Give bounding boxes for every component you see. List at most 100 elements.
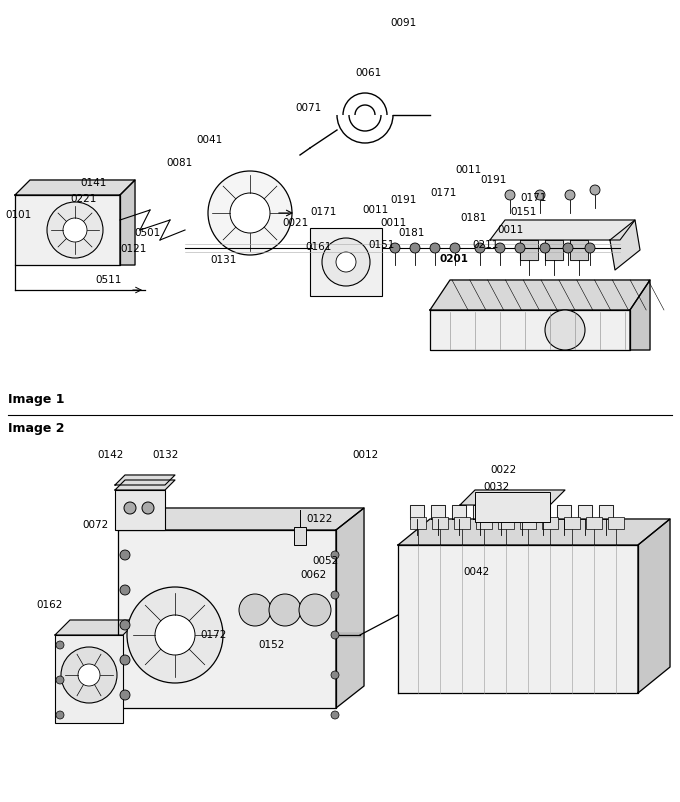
Circle shape [299, 594, 331, 626]
Circle shape [155, 615, 195, 655]
Text: 0011: 0011 [455, 165, 481, 175]
Bar [432, 517, 448, 529]
Polygon shape [557, 505, 571, 519]
Circle shape [410, 243, 420, 253]
Bar [475, 492, 550, 522]
Text: 0122: 0122 [306, 514, 333, 524]
Text: 0042: 0042 [463, 567, 489, 577]
Circle shape [331, 671, 339, 679]
Text: 0121: 0121 [120, 244, 146, 254]
Text: 0162: 0162 [36, 600, 63, 610]
Text: 0011: 0011 [362, 205, 388, 215]
Polygon shape [460, 490, 565, 505]
Text: 0011: 0011 [497, 225, 523, 235]
Circle shape [515, 243, 525, 253]
Text: 0161: 0161 [305, 242, 331, 252]
Text: Image 2: Image 2 [8, 422, 65, 435]
Text: 0091: 0091 [390, 18, 416, 28]
Circle shape [540, 243, 550, 253]
Circle shape [142, 502, 154, 514]
Text: 0201: 0201 [440, 254, 469, 264]
Polygon shape [578, 505, 592, 519]
Text: 0152: 0152 [258, 640, 284, 650]
Text: 0171: 0171 [310, 207, 337, 217]
Text: 0181: 0181 [398, 228, 424, 238]
Text: 0061: 0061 [355, 68, 381, 78]
Circle shape [120, 655, 130, 665]
Circle shape [505, 190, 515, 200]
Polygon shape [410, 505, 424, 519]
Polygon shape [430, 280, 650, 310]
Text: 0012: 0012 [352, 450, 378, 460]
Circle shape [322, 238, 370, 286]
Polygon shape [398, 519, 670, 545]
Text: 0101: 0101 [5, 210, 31, 220]
Circle shape [331, 711, 339, 719]
Bar [410, 517, 426, 529]
Circle shape [475, 243, 485, 253]
Circle shape [208, 171, 292, 255]
Bar [586, 517, 602, 529]
Text: 0062: 0062 [300, 570, 326, 580]
Bar [476, 517, 492, 529]
Circle shape [124, 502, 136, 514]
Text: 0151: 0151 [510, 207, 537, 217]
Polygon shape [431, 505, 445, 519]
Polygon shape [485, 505, 501, 522]
Text: Image 1: Image 1 [8, 393, 65, 406]
Text: 0072: 0072 [82, 520, 108, 530]
Bar [454, 517, 470, 529]
Text: 0191: 0191 [390, 195, 416, 205]
Text: 0171: 0171 [430, 188, 456, 198]
Polygon shape [515, 505, 529, 519]
Circle shape [78, 664, 100, 686]
Text: 0181: 0181 [460, 213, 486, 223]
Polygon shape [118, 530, 336, 708]
Circle shape [563, 243, 573, 253]
Circle shape [336, 252, 356, 272]
Circle shape [495, 243, 505, 253]
Text: 0501: 0501 [134, 228, 160, 238]
Polygon shape [490, 220, 635, 240]
Polygon shape [430, 310, 630, 350]
Circle shape [450, 243, 460, 253]
Text: 0131: 0131 [210, 255, 237, 265]
Bar [498, 517, 514, 529]
Circle shape [565, 190, 575, 200]
Polygon shape [610, 220, 640, 270]
Text: 0132: 0132 [152, 450, 178, 460]
Circle shape [331, 551, 339, 559]
Polygon shape [336, 508, 364, 708]
Circle shape [590, 185, 600, 195]
Text: 0141: 0141 [80, 178, 106, 188]
Polygon shape [529, 505, 545, 522]
Polygon shape [15, 180, 135, 195]
Circle shape [331, 631, 339, 639]
Text: 0071: 0071 [295, 103, 321, 113]
Circle shape [56, 676, 64, 684]
Polygon shape [520, 240, 538, 260]
Polygon shape [398, 545, 638, 693]
Bar [55, 635, 123, 723]
Bar [608, 517, 624, 529]
Circle shape [63, 218, 87, 242]
Polygon shape [15, 195, 120, 265]
Circle shape [269, 594, 301, 626]
Polygon shape [638, 519, 670, 693]
Circle shape [47, 202, 103, 258]
Text: 0081: 0081 [166, 158, 192, 168]
Circle shape [56, 711, 64, 719]
Polygon shape [494, 505, 508, 519]
Circle shape [120, 550, 130, 560]
Bar [310, 228, 382, 296]
Polygon shape [115, 480, 175, 490]
Text: 0191: 0191 [480, 175, 507, 185]
Polygon shape [473, 505, 487, 519]
Text: 0021: 0021 [282, 218, 308, 228]
Polygon shape [599, 505, 613, 519]
Text: 0142: 0142 [97, 450, 123, 460]
Circle shape [61, 647, 117, 703]
Circle shape [545, 310, 585, 350]
Text: 0022: 0022 [490, 465, 516, 475]
Text: 0041: 0041 [196, 135, 222, 145]
